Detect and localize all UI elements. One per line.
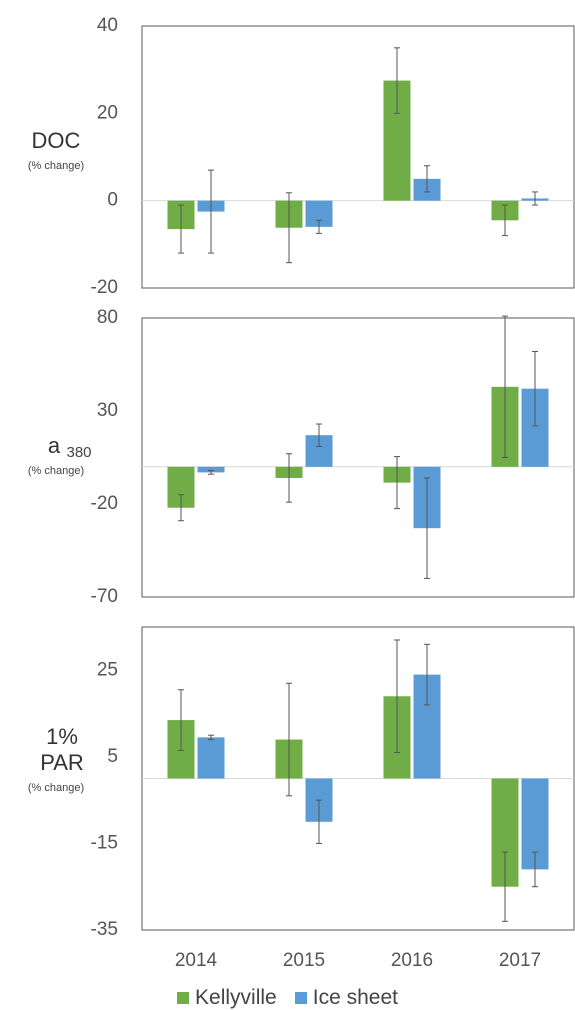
legend-swatch-kellyville bbox=[177, 992, 190, 1004]
panel-3-ytick: 25 bbox=[97, 659, 118, 680]
x-tick-label-2016: 2016 bbox=[391, 950, 433, 971]
panel-1-ylabel: DOC bbox=[32, 128, 81, 153]
panel-2-ylabel: a bbox=[48, 433, 61, 458]
panel-1-ytick: -20 bbox=[91, 277, 118, 298]
panel-1-ytick: 20 bbox=[97, 102, 118, 123]
x-tick-label-2017: 2017 bbox=[499, 950, 541, 971]
panel-1-frame bbox=[141, 25, 575, 289]
panel-2-ylabel-sub: 380 bbox=[66, 444, 91, 461]
legend-item-ice-sheet: Ice sheet bbox=[294, 986, 398, 1010]
bar-ice-sheet-2014 bbox=[197, 466, 225, 473]
panel-3-ylabel-note: (% change) bbox=[28, 782, 84, 794]
x-tick-label-2014: 2014 bbox=[175, 950, 218, 971]
panel-2-ytick: -20 bbox=[91, 493, 118, 514]
panel-1-ytick: 40 bbox=[97, 15, 118, 36]
panel-3-ytick: -35 bbox=[91, 919, 118, 940]
legend-label-ice-sheet: Ice sheet bbox=[312, 986, 398, 1009]
legend-item-kellyville: Kellyville bbox=[177, 986, 277, 1010]
panel-2-frame bbox=[141, 317, 575, 598]
panel-2-ytick: -70 bbox=[91, 586, 118, 607]
panel-2-ytick: 30 bbox=[97, 400, 118, 421]
panel-3-ylabel: 1% bbox=[46, 724, 78, 749]
x-tick-label-2015: 2015 bbox=[283, 950, 325, 971]
panel-1-ytick: 0 bbox=[107, 190, 118, 211]
legend: Kellyville Ice sheet bbox=[0, 986, 575, 1010]
panel-3-ytick: -15 bbox=[91, 832, 118, 853]
panel-3-ylabel-line2: PAR bbox=[40, 750, 84, 775]
legend-swatch-ice-sheet bbox=[294, 992, 307, 1004]
legend-label-kellyville: Kellyville bbox=[195, 986, 277, 1009]
panel-3-ytick: 5 bbox=[107, 746, 118, 767]
panel-1-ylabel-note: (% change) bbox=[28, 160, 84, 172]
panel-2-ylabel-note: (% change) bbox=[28, 465, 84, 477]
bar-ice-sheet-2014 bbox=[197, 737, 225, 779]
panel-2-ytick: 80 bbox=[97, 307, 118, 328]
